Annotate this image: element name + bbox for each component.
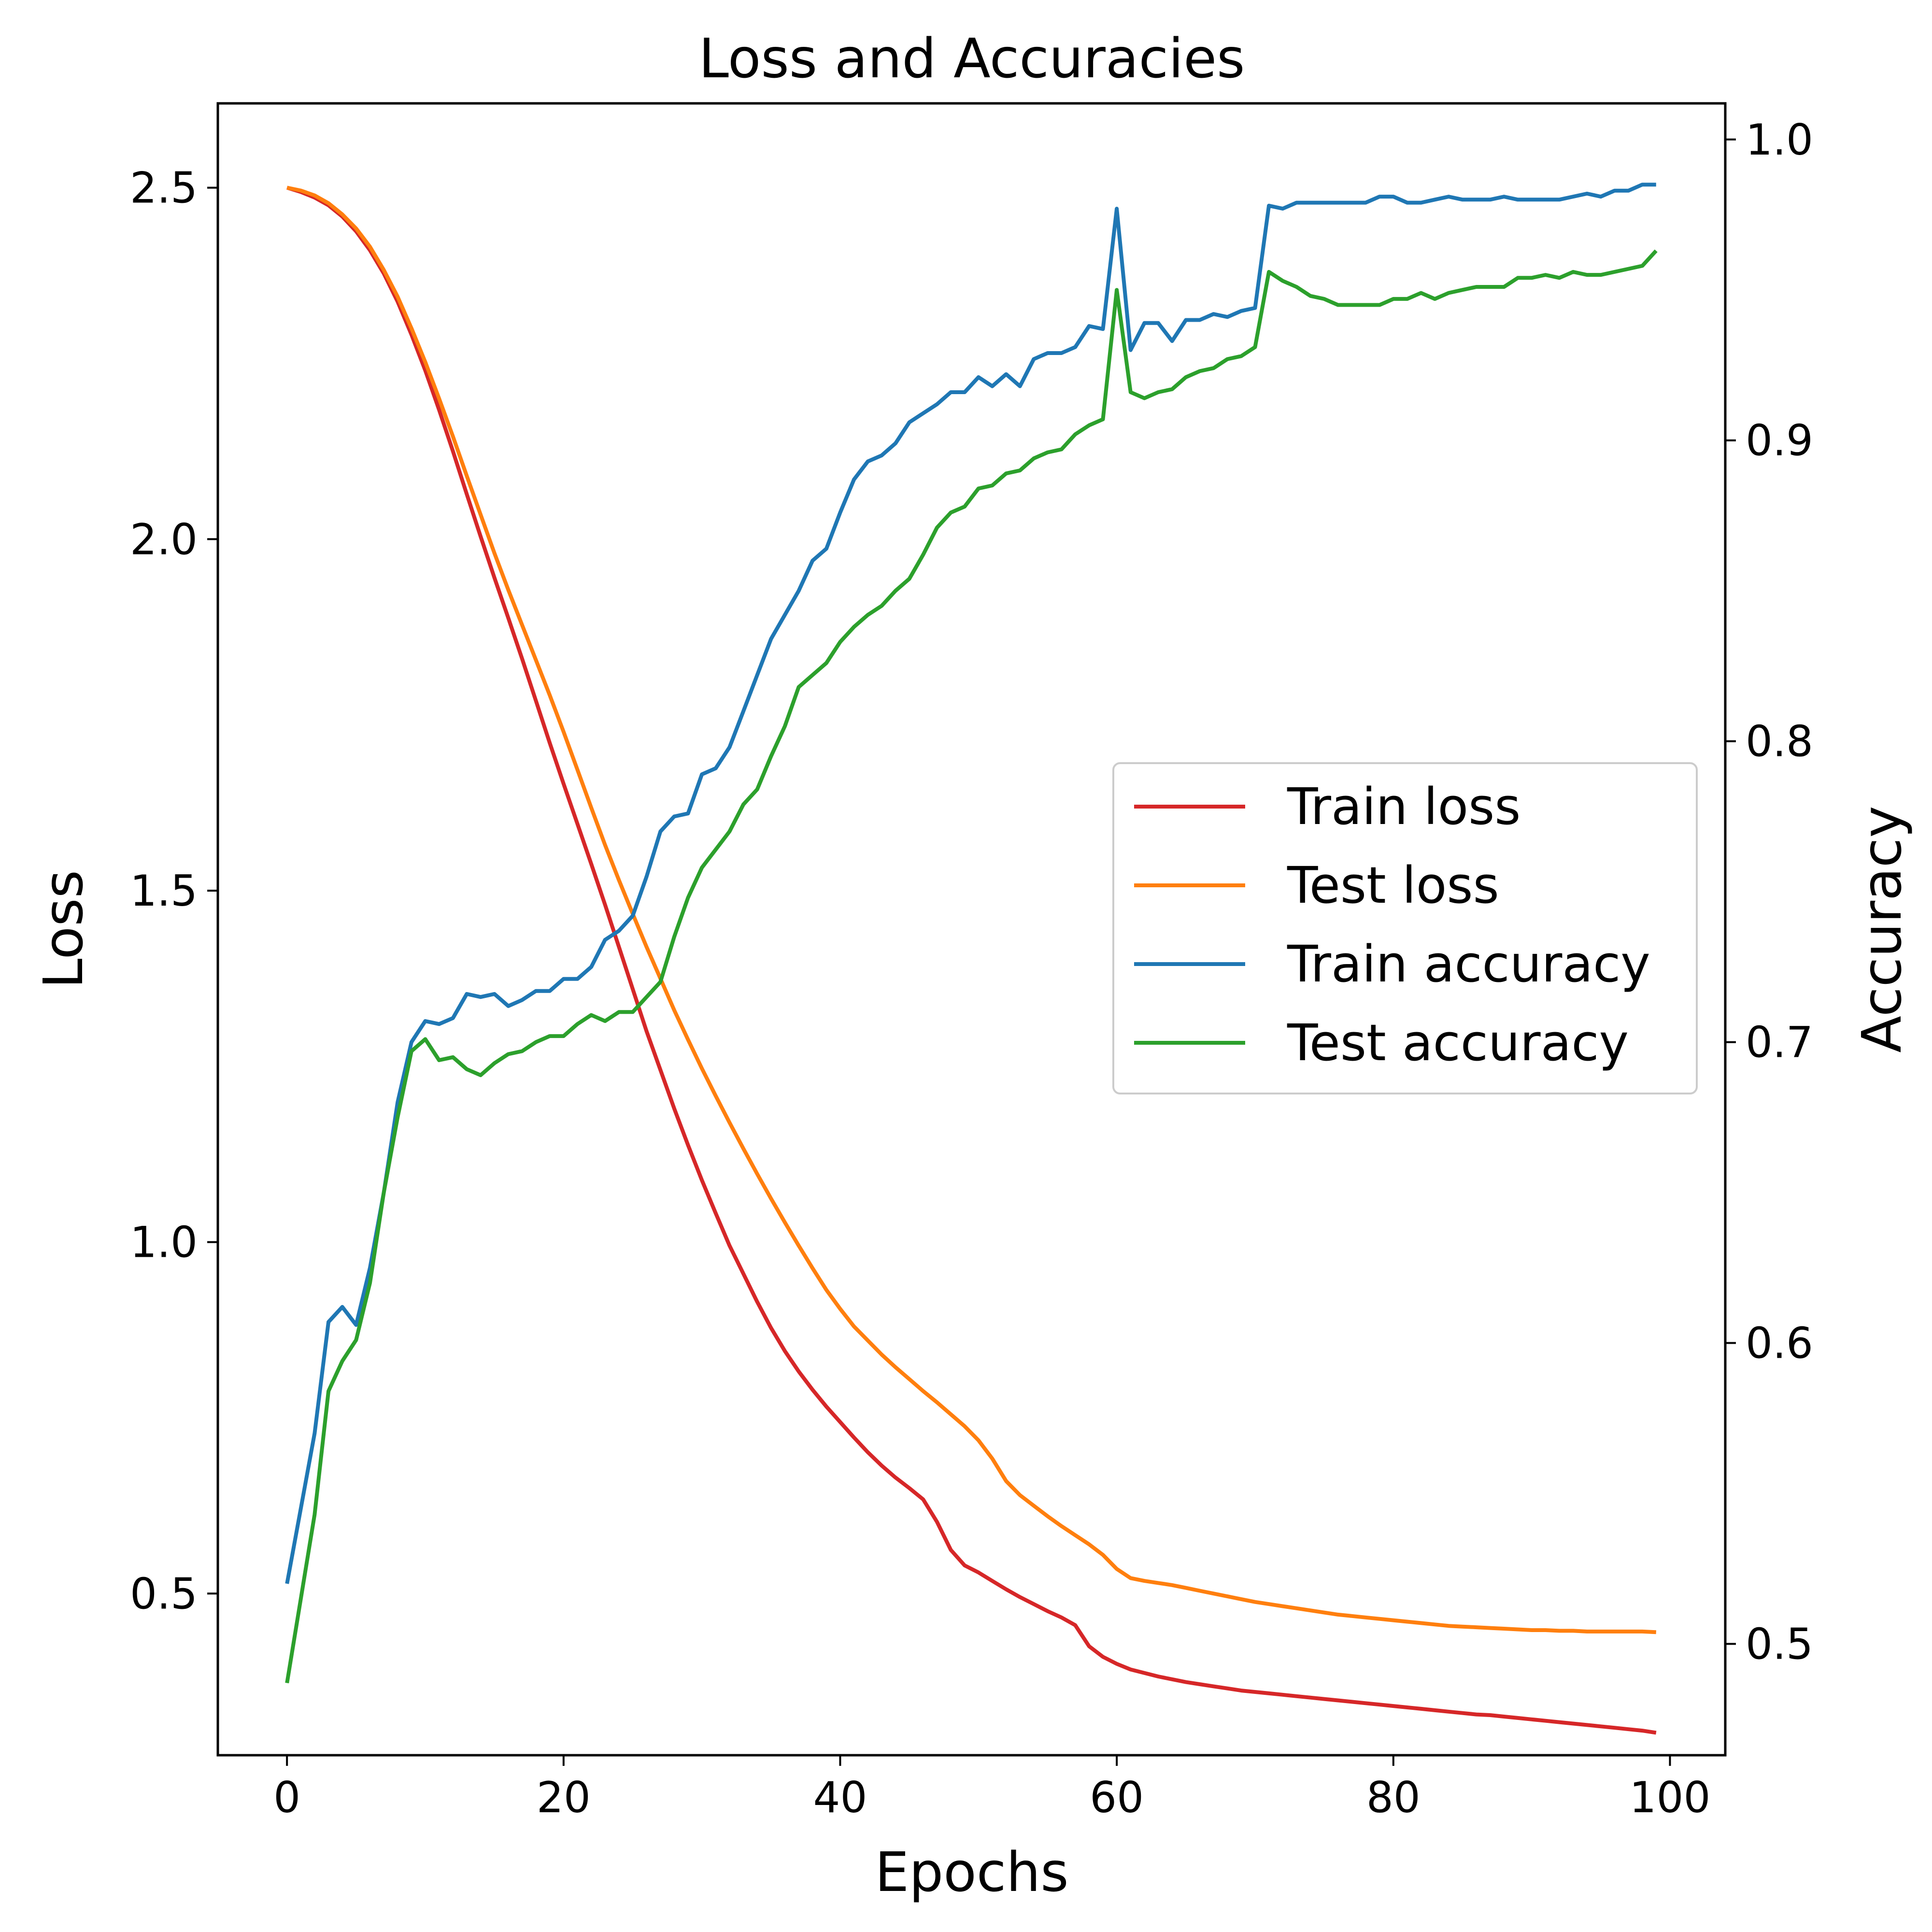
x-tick-label: 100 (1629, 1773, 1710, 1822)
legend-label: Test accuracy (1287, 1013, 1629, 1072)
series-line-test-loss (286, 185, 1656, 1634)
y-left-tick-label: 1.5 (130, 866, 198, 916)
series-line-train-accuracy (285, 183, 1656, 1584)
y-right-tick-label: 0.7 (1746, 1018, 1813, 1067)
y-axis-right-title: Accuracy (1851, 806, 1914, 1052)
y-right-tick-label: 0.6 (1746, 1319, 1813, 1368)
series-lines (285, 183, 1658, 1735)
legend-box (1112, 762, 1698, 1094)
legend-label: Train accuracy (1287, 935, 1650, 994)
y-left-tick-label: 1.0 (130, 1218, 198, 1267)
x-tick-label: 80 (1366, 1773, 1421, 1822)
x-axis-title: Epochs (875, 1841, 1068, 1904)
y-right-tick-label: 1.0 (1746, 115, 1813, 165)
y-axis-left-title: Loss (32, 870, 95, 989)
x-tick-label: 0 (273, 1773, 300, 1822)
plot-frame (216, 102, 1727, 1757)
legend-label: Train loss (1287, 777, 1521, 836)
chart-title: Loss and Accuracies (699, 28, 1245, 90)
y-right-tick-label: 0.5 (1746, 1619, 1813, 1669)
x-tick-label: 60 (1090, 1773, 1144, 1822)
y-left-tick-label: 2.5 (130, 163, 198, 213)
y-right-tick-label: 0.9 (1746, 416, 1813, 466)
x-tick-label: 20 (537, 1773, 591, 1822)
y-right-tick-label: 0.8 (1746, 717, 1813, 767)
y-left-tick-label: 2.0 (130, 514, 198, 564)
legend-label: Test loss (1287, 856, 1499, 915)
x-tick-label: 40 (813, 1773, 867, 1822)
legend: Train loss Test loss Train accuracy Test ac… (1112, 762, 1698, 1094)
series-line-test-accuracy (285, 249, 1658, 1684)
series-line-train-loss (286, 185, 1657, 1735)
y-left-tick-label: 0.5 (130, 1569, 198, 1619)
axis-ticks: 0 20 40 60 80 100 0.5 1.0 1.5 2.0 2.5 0.5 0.6 0.7 0.8 0… (130, 115, 1813, 1822)
